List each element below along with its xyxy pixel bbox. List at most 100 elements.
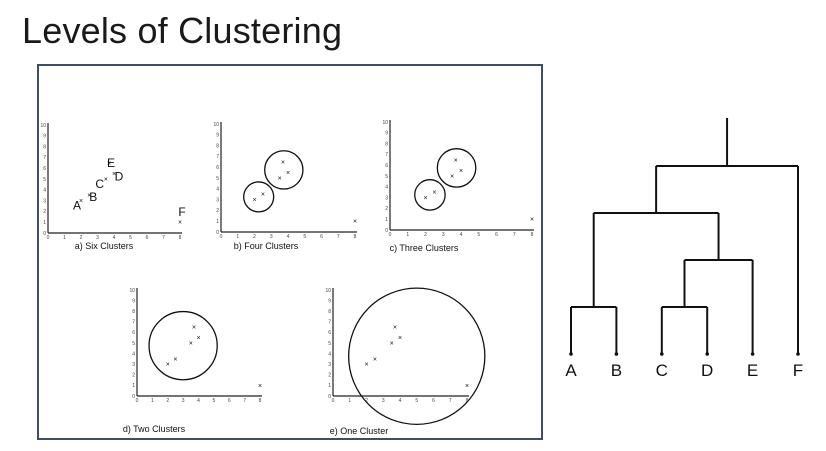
dendrogram-leaf-label-d: D — [701, 361, 713, 380]
x-tick-label: 8 — [531, 232, 534, 238]
point-marker-e: × — [107, 160, 111, 167]
x-tick-label: 7 — [449, 398, 452, 404]
y-tick-label: 6 — [43, 166, 46, 172]
y-tick-label: 9 — [216, 133, 219, 139]
point-marker-f: × — [178, 220, 182, 227]
point-marker-f: × — [465, 383, 469, 390]
cluster-circle-2 — [436, 148, 477, 188]
y-tick-label: 0 — [216, 230, 219, 236]
panel-caption: b) Four Clusters — [234, 241, 299, 251]
y-tick-label: 6 — [328, 330, 331, 336]
x-tick-label: 6 — [495, 232, 498, 238]
y-tick-label: 5 — [43, 177, 46, 183]
y-tick-label: 7 — [43, 155, 46, 161]
point-marker-e: × — [281, 159, 285, 166]
x-tick-label: 3 — [382, 398, 385, 404]
point-marker-e: × — [192, 325, 196, 332]
point-label-f: F — [178, 205, 185, 219]
x-tick-label: 6 — [320, 234, 323, 240]
y-tick-label: 4 — [43, 188, 46, 194]
x-tick-label: 5 — [415, 398, 418, 404]
x-tick-label: 4 — [197, 398, 200, 404]
x-tick-label: 2 — [166, 398, 169, 404]
y-tick-label: 2 — [216, 208, 219, 214]
y-tick-label: 10 — [40, 123, 46, 129]
y-tick-label: 4 — [385, 185, 388, 191]
x-tick-label: 1 — [236, 234, 239, 240]
y-tick-label: 6 — [385, 163, 388, 169]
y-tick-label: 7 — [328, 320, 331, 326]
y-tick-label: 9 — [328, 298, 331, 304]
dendrogram-leaf-dot — [614, 352, 619, 356]
x-tick-label: 3 — [96, 235, 99, 241]
y-tick-label: 6 — [132, 330, 135, 336]
y-tick-label: 6 — [216, 165, 219, 171]
x-tick-label: 5 — [212, 398, 215, 404]
x-tick-label: 2 — [365, 398, 368, 404]
x-tick-label: 3 — [442, 232, 445, 238]
y-tick-label: 8 — [328, 309, 331, 315]
x-tick-label: 1 — [348, 398, 351, 404]
y-tick-label: 0 — [132, 394, 135, 400]
point-marker-e: × — [454, 157, 458, 164]
x-tick-label: 2 — [80, 235, 83, 241]
point-label-b: B — [89, 190, 97, 204]
y-tick-label: 3 — [385, 195, 388, 201]
point-marker-e: × — [393, 325, 397, 332]
cluster-circle-1 — [243, 181, 275, 213]
x-tick-label: 8 — [466, 398, 469, 404]
y-tick-label: 4 — [132, 351, 135, 357]
dendrogram: A B C D E F — [565, 118, 803, 380]
x-tick-label: 0 — [136, 398, 139, 404]
y-tick-label: 5 — [328, 341, 331, 347]
dendrogram-leaf-dot — [796, 352, 800, 356]
x-tick-label: 1 — [151, 398, 154, 404]
x-tick-label: 7 — [243, 398, 246, 404]
y-tick-label: 1 — [132, 383, 135, 389]
y-tick-label: 0 — [43, 231, 46, 237]
y-tick-label: 8 — [216, 143, 219, 149]
point-marker-a: × — [166, 362, 170, 369]
y-tick-label: 7 — [216, 154, 219, 160]
x-tick-label: 0 — [47, 235, 50, 241]
y-tick-label: 1 — [43, 220, 46, 226]
y-tick-label: 2 — [43, 209, 46, 215]
x-tick-label: 0 — [389, 232, 392, 238]
point-marker-a: × — [423, 195, 427, 202]
point-marker-b: × — [173, 356, 177, 363]
panel-caption: c) Three Clusters — [390, 243, 459, 253]
y-tick-label: 5 — [216, 176, 219, 182]
y-tick-label: 4 — [328, 351, 331, 357]
dendrogram-leaf-label-f: F — [793, 361, 803, 380]
point-marker-d: × — [196, 335, 200, 342]
dendrogram-leaf-label-c: C — [656, 361, 668, 380]
y-tick-label: 4 — [216, 187, 219, 193]
x-tick-label: 8 — [179, 235, 182, 241]
y-tick-label: 3 — [216, 197, 219, 203]
x-tick-label: 6 — [432, 398, 435, 404]
point-marker-b: × — [261, 192, 265, 199]
x-tick-label: 4 — [460, 232, 463, 238]
x-tick-label: 3 — [182, 398, 185, 404]
panel-caption: e) One Cluster — [330, 426, 389, 436]
point-marker-a: × — [364, 362, 368, 369]
y-tick-label: 10 — [129, 288, 135, 294]
cluster-circle-1 — [148, 310, 218, 381]
dendrogram-leaf-dot — [705, 352, 709, 356]
y-tick-label: 2 — [132, 373, 135, 379]
x-tick-label: 5 — [477, 232, 480, 238]
x-tick-label: 2 — [253, 234, 256, 240]
x-tick-label: 4 — [287, 234, 290, 240]
y-tick-label: 0 — [328, 394, 331, 400]
x-tick-label: 2 — [424, 232, 427, 238]
point-marker-d: × — [398, 335, 402, 342]
page-title: Levels of Clustering — [22, 10, 343, 51]
y-tick-label: 8 — [132, 309, 135, 315]
x-tick-label: 6 — [146, 235, 149, 241]
point-label-d: D — [115, 170, 124, 184]
y-tick-label: 10 — [325, 288, 331, 294]
